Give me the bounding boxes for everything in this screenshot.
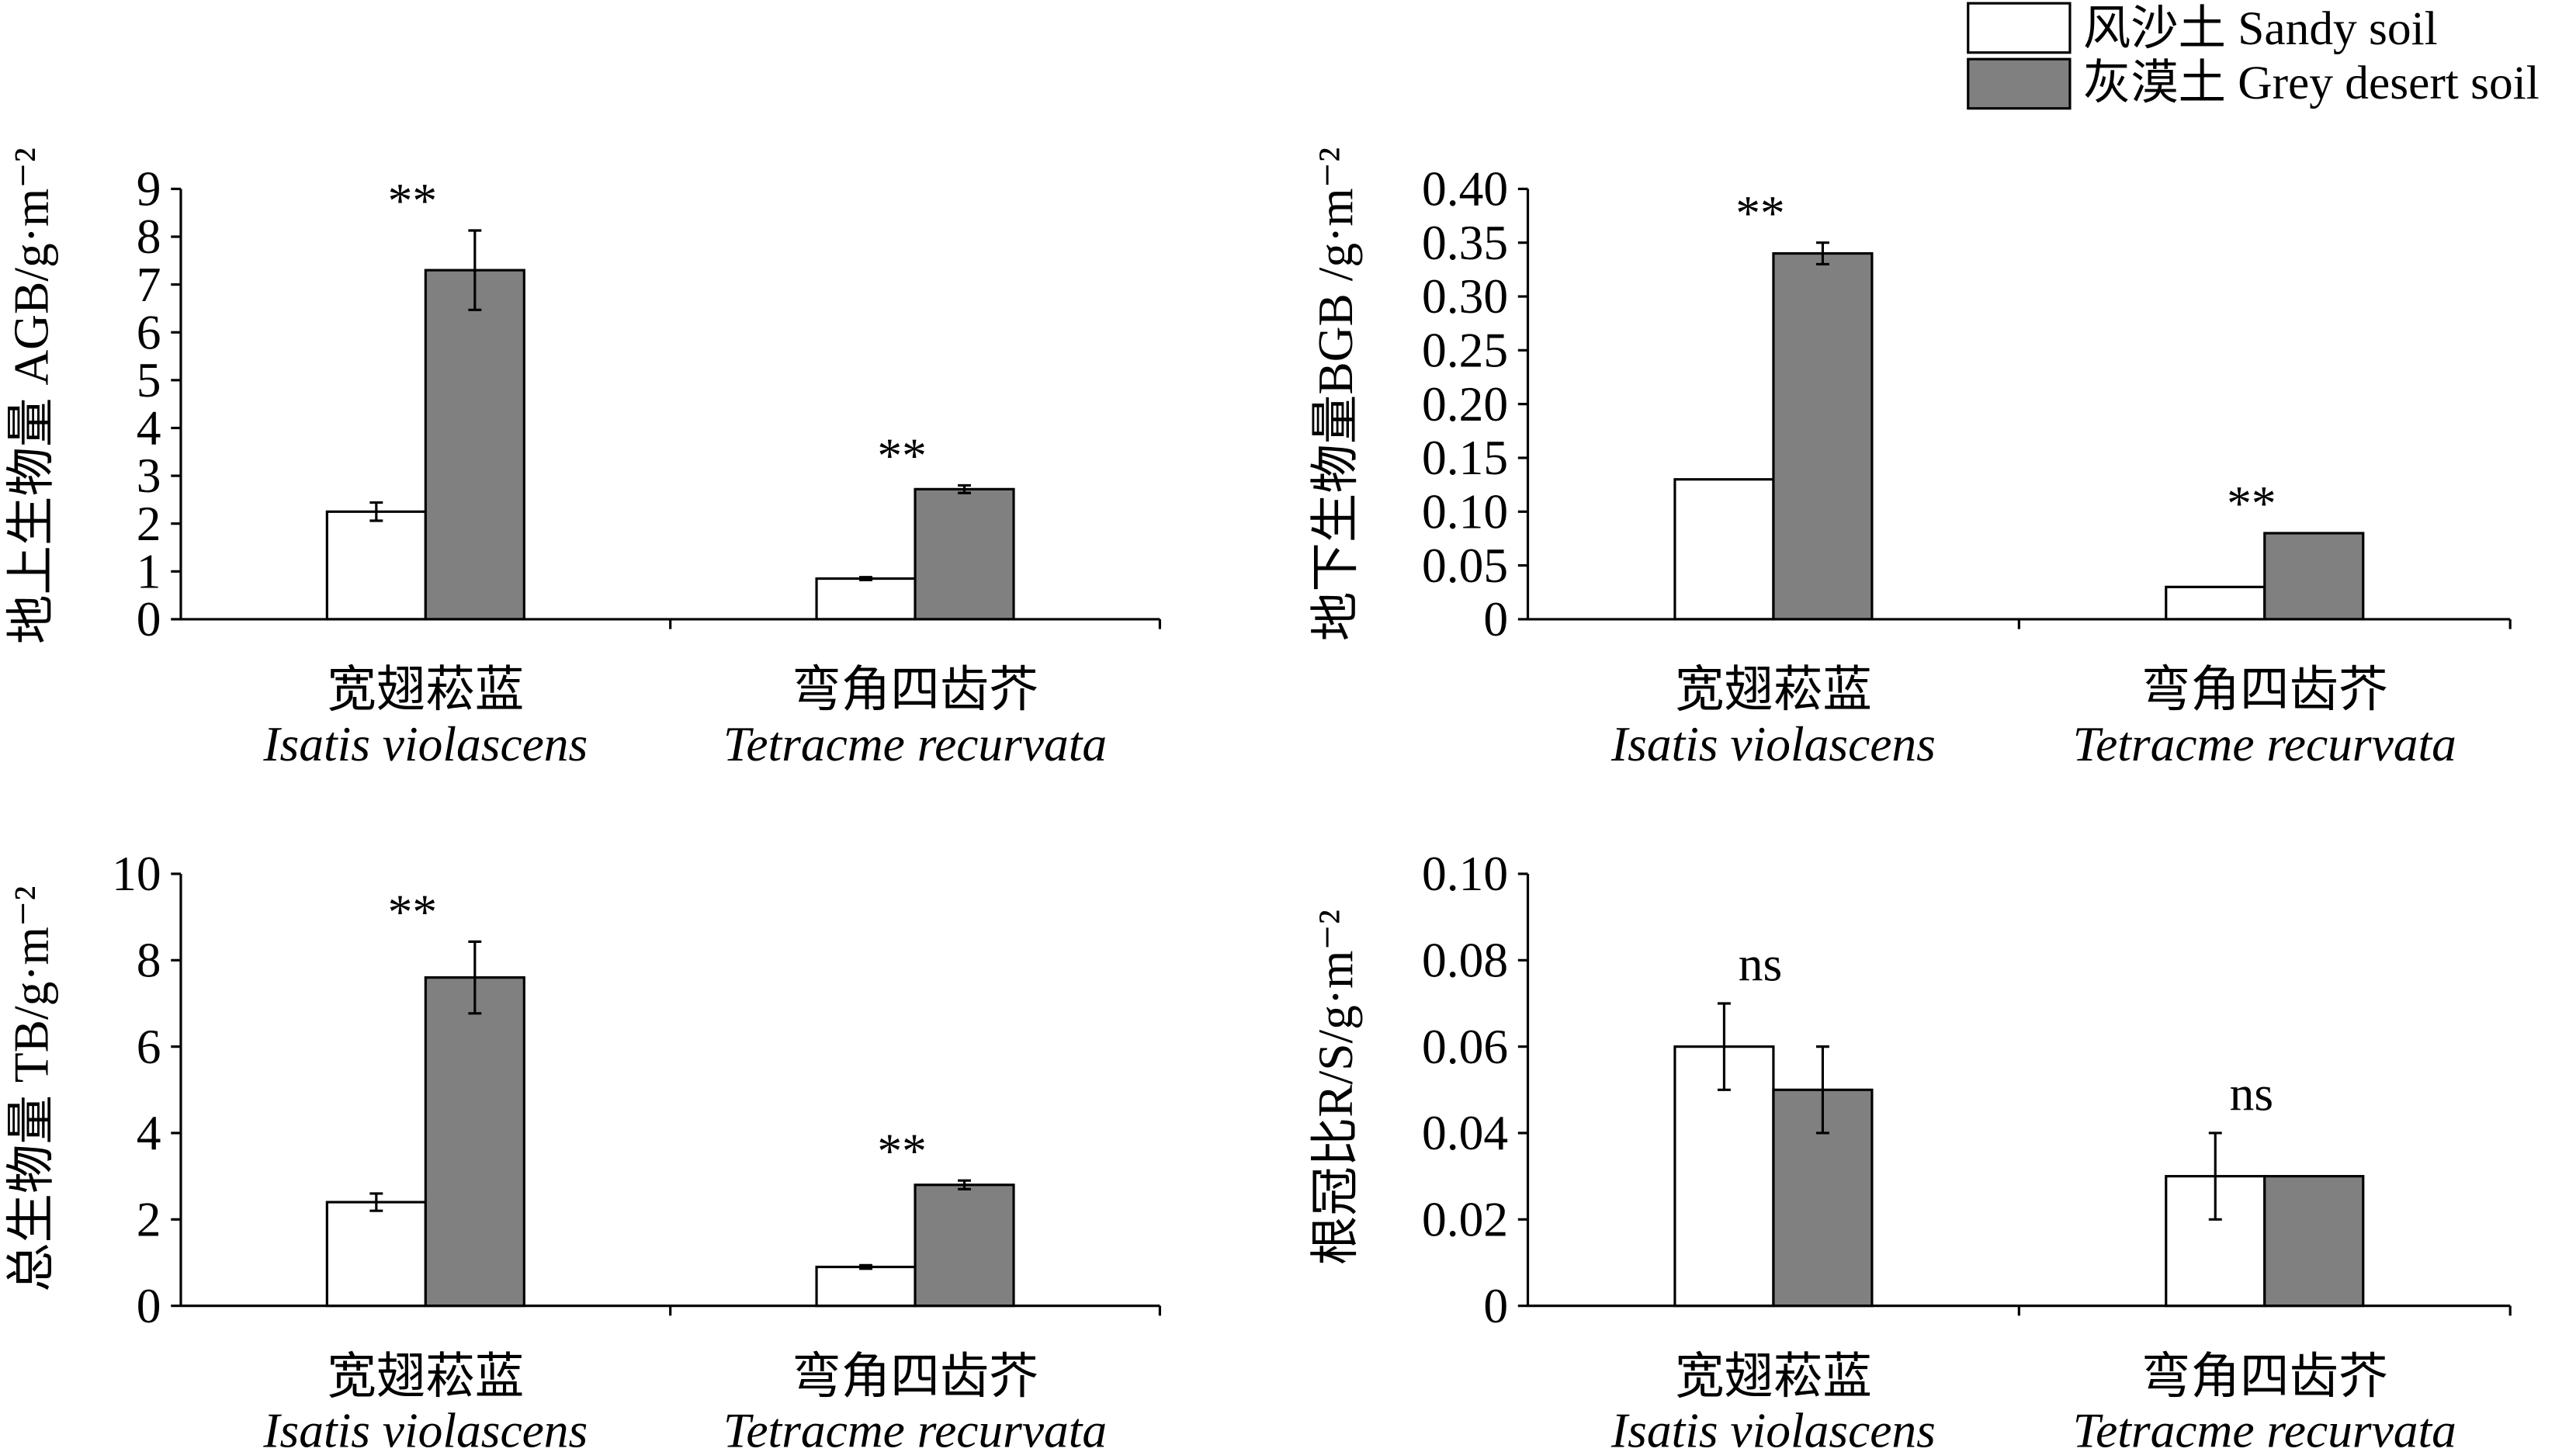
bgb-chart-category-latin-label-isatis-violascens: Isatis violascens [1610,716,1936,771]
rs-chart-error-bar-grey-desert-soil-isatis-violascens [1815,1045,1829,1135]
bgb-chart-y-tick-label-1: 0.05 [1422,538,1508,593]
bgb-chart-category-label-tetracme-recurvata: 弯角四齿芥 [2141,662,2387,717]
rs-chart-y-tick-label-1: 0.02 [1422,1191,1508,1246]
bgb-chart-y-tick-label-4: 0.20 [1422,376,1508,431]
rs-chart-y-tick-label-3: 0.06 [1422,1019,1508,1074]
bgb-chart-y-tick-label-5: 0.25 [1422,323,1508,378]
legend-swatch-grey-desert-soil [1967,57,2072,110]
agb-chart-y-tick-label-9: 9 [137,161,161,217]
tb-chart-category-latin-label-isatis-violascens: Isatis violascens [262,1403,588,1452]
agb-chart-significance-isatis-violascens: ** [388,173,437,228]
bgb-chart-category-latin-label-tetracme-recurvata: Tetracme recurvata [2073,716,2456,771]
agb-chart-category-latin-label-isatis-violascens: Isatis violascens [262,716,588,771]
rs-chart-y-axis-title: 根冠比R/S/g·m⁻² [1308,910,1363,1265]
bgb-chart-error-bar-grey-desert-soil-isatis-violascens [1815,241,1829,266]
legend-swatch-sandy-soil [1967,2,2072,54]
agb-chart-y-tick-label-4: 4 [137,400,161,456]
agb-chart-error-bar-sandy-soil-isatis-violascens [369,501,383,522]
agb-chart-bar-sandy-soil-isatis-violascens [325,510,427,621]
agb-chart-y-axis-title: 地上生物量 AGB/g·m⁻² [4,147,59,644]
tb-chart-y-axis-title: 总生物量 TB/g·m⁻² [4,886,59,1292]
bgb-chart-y-tick-label-3: 0.15 [1422,430,1508,485]
bgb-chart-bar-grey-desert-soil-isatis-violascens [1772,251,1874,621]
bgb-chart-category-label-isatis-violascens: 宽翅菘蓝 [1675,662,1872,717]
rs-chart-bar-grey-desert-soil-tetracme-recurvata [2263,1175,2365,1308]
agb-chart-error-bar-grey-desert-soil-isatis-violascens [468,229,482,311]
tb-chart-error-bar-grey-desert-soil-isatis-violascens [468,940,482,1015]
rs-chart-significance-tetracme-recurvata: ns [2230,1066,2273,1121]
rs-chart-category-label-isatis-violascens: 宽翅菘蓝 [1675,1349,1872,1404]
agb-chart-category-label-tetracme-recurvata: 弯角四齿芥 [792,662,1038,717]
legend-label-grey-desert-soil: 灰漠土 Grey desert soil [2083,57,2540,109]
rs-chart-y-tick-label-5: 0.10 [1422,846,1508,901]
agb-chart-y-tick-label-0: 0 [137,591,161,646]
tb-chart-error-bar-sandy-soil-isatis-violascens [369,1192,383,1212]
bgb-chart-y-tick-label-7: 0.35 [1422,215,1508,270]
tb-chart-y-tick-label-2: 4 [137,1105,161,1160]
agb-chart-category-label-isatis-violascens: 宽翅菘蓝 [327,662,524,717]
bgb-chart-y-tick-label-8: 0.40 [1422,161,1508,217]
tb-chart-y-tick-label-0: 0 [137,1278,161,1333]
bgb-chart-significance-isatis-violascens: ** [1735,185,1784,241]
rs-chart-error-bar-sandy-soil-isatis-violascens [1717,1002,1731,1091]
tb-chart-y-tick-label-4: 8 [137,932,161,987]
tb-chart-y-tick-label-1: 2 [137,1191,161,1246]
bgb-chart-bar-sandy-soil-tetracme-recurvata [2165,585,2266,621]
tb-chart-significance-isatis-violascens: ** [388,884,437,939]
tb-chart-category-label-tetracme-recurvata: 弯角四齿芥 [792,1349,1038,1404]
bgb-chart-y-tick-label-6: 0.30 [1422,269,1508,324]
rs-chart-error-bar-sandy-soil-tetracme-recurvata [2208,1131,2222,1221]
agb-chart-error-bar-sandy-soil-tetracme-recurvata [859,576,873,581]
tb-chart-bar-grey-desert-soil-tetracme-recurvata [914,1183,1015,1308]
rs-chart-category-latin-label-isatis-violascens: Isatis violascens [1610,1403,1936,1452]
agb-chart-y-tick-label-7: 7 [137,257,161,312]
rs-chart-significance-isatis-violascens: ns [1739,936,1782,991]
rs-chart-y-tick-label-4: 0.08 [1422,932,1508,987]
agb-chart-error-bar-grey-desert-soil-tetracme-recurvata [958,483,972,494]
rs-chart-category-label-tetracme-recurvata: 弯角四齿芥 [2141,1349,2387,1404]
tb-chart-error-bar-sandy-soil-tetracme-recurvata [859,1263,873,1270]
agb-chart-category-latin-label-tetracme-recurvata: Tetracme recurvata [723,716,1107,771]
agb-chart-y-tick-label-5: 5 [137,352,161,407]
tb-chart-error-bar-grey-desert-soil-tetracme-recurvata [958,1179,972,1190]
legend-label-sandy-soil: 风沙土 Sandy soil [2083,2,2438,55]
agb-chart-significance-tetracme-recurvata: ** [877,428,926,483]
bgb-chart-bar-sandy-soil-isatis-violascens [1673,478,1775,621]
tb-chart-significance-tetracme-recurvata: ** [877,1123,926,1178]
agb-chart-y-tick-label-3: 3 [137,448,161,503]
bgb-chart-y-tick-label-2: 0.10 [1422,483,1508,539]
agb-chart-y-tick-label-2: 2 [137,496,161,551]
tb-chart-category-latin-label-tetracme-recurvata: Tetracme recurvata [723,1403,1107,1452]
tb-chart-bar-grey-desert-soil-isatis-violascens [424,976,525,1308]
bgb-chart-bar-grey-desert-soil-tetracme-recurvata [2263,532,2365,621]
legend: 风沙土 Sandy soil 灰漠土 Grey desert soil [1967,2,2540,110]
bgb-chart-y-axis-title: 地下生物量BGB /g·m⁻² [1308,147,1363,641]
tb-chart-y-tick-label-3: 6 [137,1019,161,1074]
agb-chart-y-tick-label-1: 1 [137,543,161,598]
rs-chart-category-latin-label-tetracme-recurvata: Tetracme recurvata [2073,1403,2456,1452]
tb-chart-y-tick-label-5: 10 [112,846,161,901]
bgb-chart-significance-tetracme-recurvata: ** [2227,476,2276,531]
bgb-chart-y-tick-label-0: 0 [1483,591,1508,646]
agb-chart-bar-sandy-soil-tetracme-recurvata [815,577,917,621]
agb-chart-y-tick-label-8: 8 [137,209,161,264]
rs-chart-y-tick-label-0: 0 [1483,1278,1508,1333]
agb-chart-bar-grey-desert-soil-tetracme-recurvata [914,487,1015,621]
agb-chart-y-tick-label-6: 6 [137,304,161,359]
agb-chart-bar-grey-desert-soil-isatis-violascens [424,269,525,621]
tb-chart-bar-sandy-soil-isatis-violascens [325,1201,427,1308]
tb-chart-bar-sandy-soil-tetracme-recurvata [815,1265,917,1308]
tb-chart-category-label-isatis-violascens: 宽翅菘蓝 [327,1349,524,1404]
rs-chart-y-tick-label-2: 0.04 [1422,1105,1508,1160]
